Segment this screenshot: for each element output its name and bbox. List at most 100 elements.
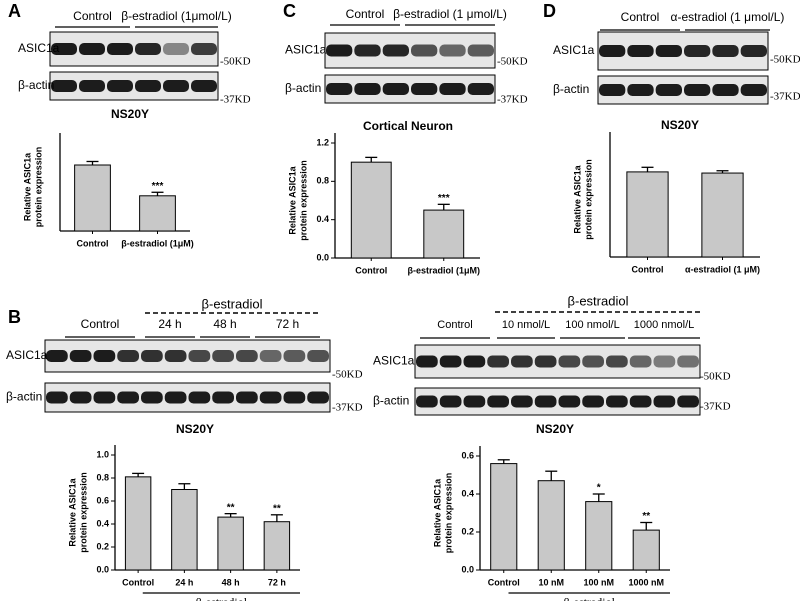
blot-band xyxy=(463,355,486,368)
y-axis-label: Relative ASIC1a xyxy=(572,164,582,233)
blot-header: 48 h xyxy=(213,317,236,331)
blot-band xyxy=(107,80,133,92)
y-axis-label: Relative ASIC1a xyxy=(67,477,77,546)
blot-box xyxy=(44,382,331,413)
blot-header: 100 nmol/L xyxy=(565,319,619,331)
group-label: β-estradiol xyxy=(564,595,616,601)
blot-band xyxy=(163,43,189,55)
chart-title: NS20Y xyxy=(176,422,214,436)
blot-row-label: β-actin xyxy=(6,390,42,404)
x-tick-label: Control xyxy=(355,265,387,275)
y-axis-label: Relative ASIC1a xyxy=(432,478,442,547)
blot-band xyxy=(307,350,329,362)
blot-marker: -37KD xyxy=(770,91,800,103)
blot-marker: -50KD xyxy=(770,54,800,66)
blot-band xyxy=(629,355,652,368)
bar xyxy=(423,209,465,259)
blot-band xyxy=(558,355,581,368)
y-axis-label: protein expression xyxy=(298,160,308,241)
blot-box xyxy=(49,31,219,67)
y-axis-label: protein expression xyxy=(443,473,453,554)
x-tick-label: α-estradiol (1 μM) xyxy=(685,264,760,274)
chart-title: NS20Y xyxy=(661,118,699,132)
blot-band xyxy=(487,395,509,408)
blot-band xyxy=(135,43,161,55)
blot-row-label: ASIC1a xyxy=(6,348,48,362)
blot-marker: -50KD xyxy=(497,56,528,68)
blot-marker: -50KD xyxy=(220,56,251,68)
blot-marker: -50KD xyxy=(332,369,363,381)
x-tick-label: 1000 nM xyxy=(628,577,664,587)
blot-band xyxy=(69,350,92,362)
blot-band xyxy=(236,350,258,362)
blot-band xyxy=(439,355,462,368)
blot-band xyxy=(212,350,234,362)
blot-box xyxy=(49,71,219,101)
significance: ** xyxy=(642,511,650,522)
blot-band xyxy=(259,350,282,362)
blot-header: 24 h xyxy=(158,317,181,331)
significance: ** xyxy=(273,503,281,514)
panel-label: C xyxy=(283,1,296,21)
bar xyxy=(124,476,152,571)
blot-box xyxy=(414,387,701,416)
y-tick-label: 0.0 xyxy=(316,252,329,262)
blot-marker: -37KD xyxy=(220,94,251,106)
blot-band xyxy=(467,83,494,95)
y-tick-label: 0.4 xyxy=(461,488,474,498)
blot-row-label: ASIC1a xyxy=(285,43,327,57)
bar xyxy=(139,195,176,232)
x-tick-label: β-estradiol (1μM) xyxy=(407,265,480,275)
bar xyxy=(626,171,669,258)
blot-marker: -37KD xyxy=(497,94,528,106)
blot-row-label: β-actin xyxy=(285,81,321,95)
panel-label: D xyxy=(543,1,556,21)
blot-band xyxy=(69,391,92,404)
blot-band xyxy=(107,43,133,55)
blot-header: 1000 nmol/L xyxy=(634,319,695,331)
bar xyxy=(537,480,565,571)
blot-header: Control xyxy=(621,10,660,24)
blot-band xyxy=(439,83,466,95)
y-tick-label: 0.4 xyxy=(96,518,109,528)
blot-super-header: β-estradiol xyxy=(568,293,629,308)
significance: ** xyxy=(227,502,235,513)
y-tick-label: 0.0 xyxy=(96,564,109,574)
blot-header: Control xyxy=(81,317,120,331)
blot-band xyxy=(354,44,381,57)
blot-super-header: β-estradiol xyxy=(202,296,263,311)
blot-band xyxy=(463,395,486,408)
blot-band xyxy=(653,355,676,368)
blot-band xyxy=(382,83,409,95)
bar xyxy=(217,516,244,571)
bar xyxy=(490,463,518,571)
blot-box xyxy=(414,344,701,379)
y-tick-label: 0.4 xyxy=(316,214,329,224)
blot-band xyxy=(164,350,187,362)
blot-band xyxy=(141,350,163,362)
blot-box xyxy=(597,31,769,71)
blot-band xyxy=(439,44,466,57)
y-tick-label: 0.2 xyxy=(461,526,474,536)
blot-band xyxy=(627,45,654,57)
blot-band xyxy=(46,391,68,404)
blot-band xyxy=(79,80,105,92)
y-axis-label: Relative ASIC1a xyxy=(22,152,32,221)
blot-band xyxy=(740,84,767,96)
blot-band xyxy=(740,45,767,57)
blot-row-label: ASIC1a xyxy=(553,43,595,57)
x-tick-label: 24 h xyxy=(175,577,193,587)
blot-band xyxy=(259,391,282,404)
group-label: β-estradiol xyxy=(196,595,248,601)
blot-band xyxy=(163,80,189,92)
blot-band xyxy=(117,391,139,404)
blot-band xyxy=(191,43,217,55)
blot-band xyxy=(191,80,217,92)
x-tick-label: Control xyxy=(122,577,154,587)
blot-marker: -50KD xyxy=(700,371,731,383)
blot-band xyxy=(606,395,628,408)
y-axis-label: protein expression xyxy=(583,159,593,240)
bar xyxy=(632,529,660,571)
blot-band xyxy=(487,355,509,368)
